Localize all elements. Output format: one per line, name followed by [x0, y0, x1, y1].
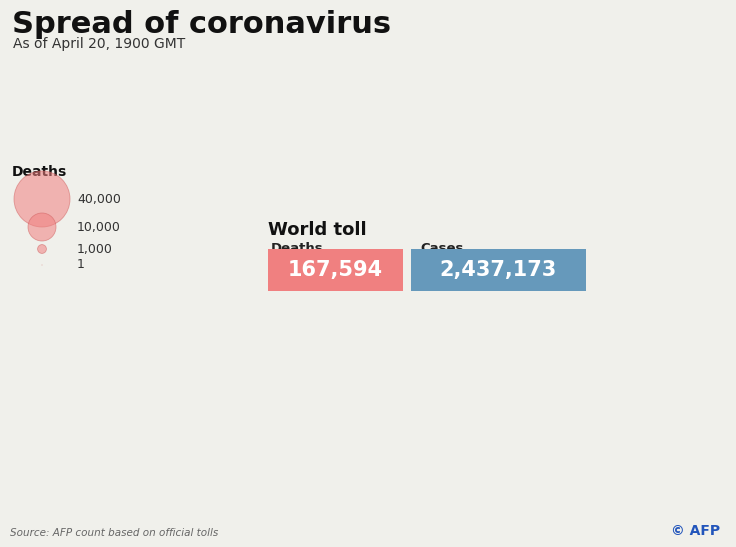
- Text: 167,594: 167,594: [288, 260, 383, 280]
- Text: 1: 1: [77, 259, 85, 271]
- Text: 1,000: 1,000: [77, 242, 113, 255]
- Circle shape: [38, 245, 46, 253]
- Circle shape: [28, 213, 56, 241]
- FancyBboxPatch shape: [411, 249, 586, 291]
- Text: Deaths: Deaths: [271, 242, 324, 255]
- Text: Deaths: Deaths: [12, 165, 67, 179]
- FancyBboxPatch shape: [268, 249, 403, 291]
- Text: Spread of coronavirus: Spread of coronavirus: [12, 10, 391, 39]
- Text: 40,000: 40,000: [77, 193, 121, 206]
- Text: 10,000: 10,000: [77, 220, 121, 234]
- Text: Cases: Cases: [420, 242, 464, 255]
- Text: Source: AFP count based on official tolls: Source: AFP count based on official toll…: [10, 528, 219, 538]
- Circle shape: [14, 171, 70, 227]
- Text: World toll: World toll: [268, 221, 367, 239]
- Text: As of April 20, 1900 GMT: As of April 20, 1900 GMT: [13, 37, 185, 51]
- Text: 2,437,173: 2,437,173: [439, 260, 556, 280]
- Text: © AFP: © AFP: [671, 524, 720, 538]
